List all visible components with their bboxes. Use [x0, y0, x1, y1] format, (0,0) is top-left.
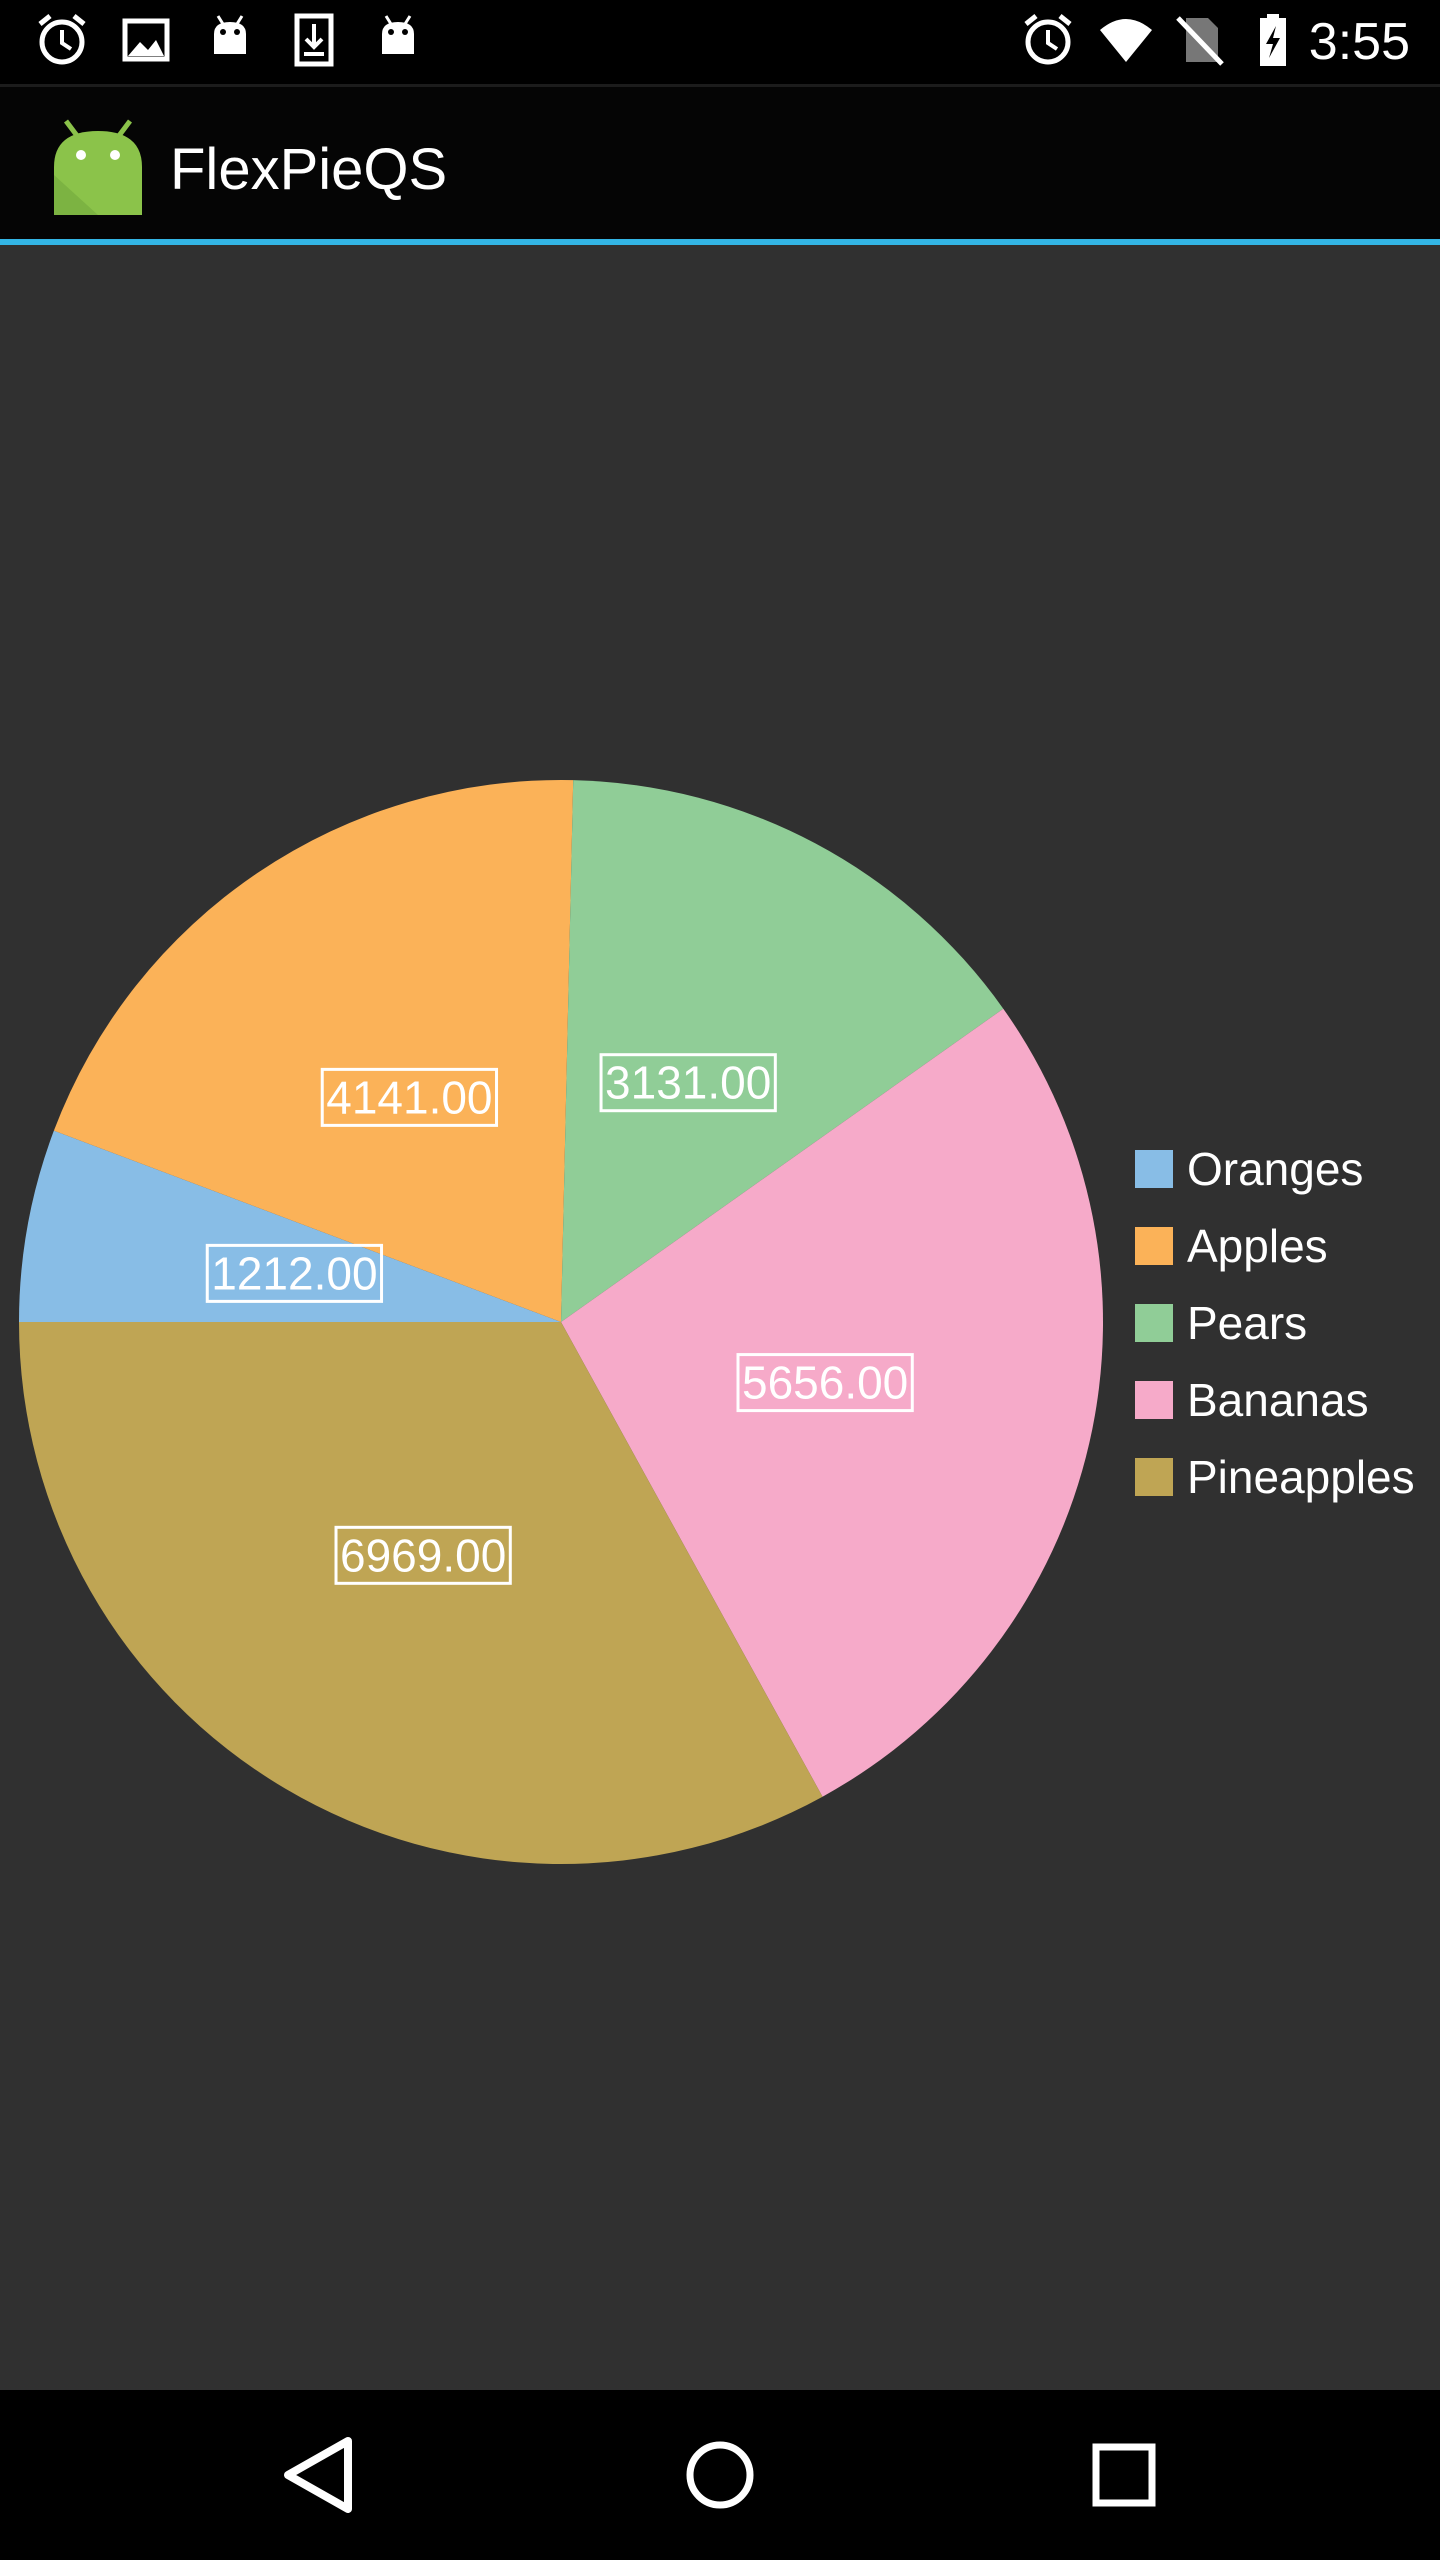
legend-swatch-apples [1135, 1227, 1173, 1265]
data-label-text: 6969.00 [340, 1529, 506, 1581]
legend-label-bananas: Bananas [1187, 1374, 1369, 1426]
legend-label-apples: Apples [1187, 1220, 1328, 1272]
data-label-text: 5656.00 [742, 1357, 908, 1409]
no-sim-icon [1176, 16, 1224, 66]
legend-swatch-pineapples [1135, 1458, 1173, 1496]
pie-slice-pears[interactable] [561, 780, 1004, 1322]
data-label-pineapples: 6969.00 [334, 1525, 512, 1585]
android-icon [382, 15, 414, 54]
data-label-box [736, 1353, 914, 1413]
back-icon[interactable] [266, 2425, 366, 2525]
download-icon [294, 13, 334, 67]
alarm-icon [1024, 14, 1072, 65]
data-label-text: 1212.00 [211, 1247, 377, 1299]
data-label-box [320, 1067, 499, 1127]
pie-chart[interactable]: 1212.00 4141.00 3131.00 5656.00 6969.00 Orang… [0, 245, 1440, 2390]
legend-swatch-bananas [1135, 1381, 1173, 1419]
navigation-bar [0, 2390, 1440, 2560]
home-icon[interactable] [670, 2425, 770, 2525]
pie-slice-apples[interactable] [53, 780, 574, 1322]
legend-swatch-oranges [1135, 1150, 1173, 1188]
pie-chart-area[interactable]: 1212.00 4141.00 3131.00 5656.00 6969.00 Orang… [0, 245, 1440, 2390]
alarm-icon [38, 14, 86, 65]
app-title: FlexPieQS [170, 137, 448, 202]
data-label-bananas: 5656.00 [736, 1353, 914, 1413]
data-label-pears: 3131.00 [599, 1053, 777, 1113]
wifi-icon [1100, 19, 1152, 62]
data-label-oranges: 1212.00 [205, 1243, 384, 1303]
pie-slice-oranges[interactable] [19, 1130, 561, 1322]
data-label-text: 3131.00 [605, 1057, 771, 1109]
legend-swatch-pears [1135, 1304, 1173, 1342]
legend-label-oranges: Oranges [1187, 1143, 1363, 1195]
pie-slice-bananas[interactable] [561, 1008, 1103, 1797]
status-bar: 3:55 [0, 0, 1440, 87]
data-label-box [599, 1053, 777, 1113]
legend-label-pineapples: Pineapples [1187, 1451, 1415, 1503]
data-label-apples: 4141.00 [320, 1067, 499, 1127]
image-icon [122, 18, 170, 62]
battery-charging-icon [1260, 14, 1286, 66]
recents-icon[interactable] [1074, 2425, 1174, 2525]
status-time: 3:55 [1308, 13, 1410, 71]
data-label-box [334, 1525, 512, 1585]
app-bar-accent-line [0, 239, 1440, 245]
data-label-text: 4141.00 [326, 1071, 492, 1123]
legend-label-pears: Pears [1187, 1297, 1307, 1349]
android-logo-icon [54, 119, 142, 215]
pie-slice-pineapples[interactable] [19, 1322, 823, 1864]
app-bar: FlexPieQS [0, 87, 1440, 245]
android-icon [214, 15, 246, 54]
data-label-box [205, 1243, 384, 1303]
